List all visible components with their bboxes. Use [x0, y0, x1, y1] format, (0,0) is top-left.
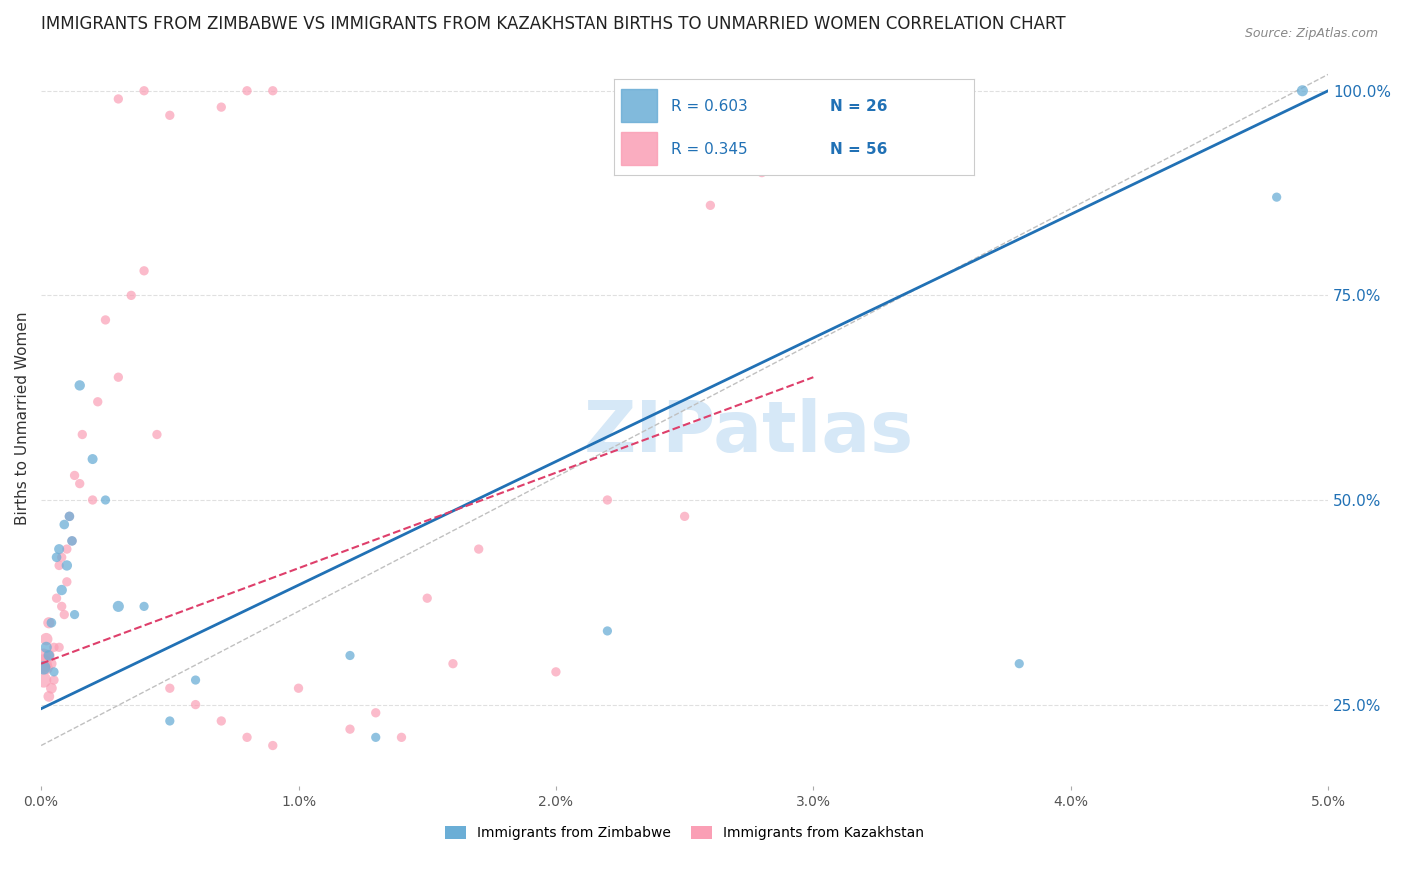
Point [120, 288, 142, 302]
Point [53, 517, 76, 532]
Point [416, 591, 439, 606]
Point [58, 509, 80, 524]
Point [53, 607, 76, 622]
Point [159, 714, 181, 728]
Point [159, 681, 181, 696]
Point [45, 591, 67, 606]
Point [339, 648, 361, 663]
Point [41, 657, 63, 671]
Point [60, 533, 83, 548]
Point [209, 100, 232, 114]
Point [35, 661, 58, 675]
Point [45, 550, 67, 565]
Point [132, 84, 155, 98]
Point [38, 648, 60, 663]
Point [38, 615, 60, 630]
Point [236, 731, 259, 745]
Text: ZIPatlas: ZIPatlas [583, 399, 914, 467]
Point [41, 615, 63, 630]
Point [42, 665, 65, 679]
Point [467, 542, 489, 557]
Point [699, 198, 721, 212]
Text: IMMIGRANTS FROM ZIMBABWE VS IMMIGRANTS FROM KAZAKHSTAN BIRTHS TO UNMARRIED WOMEN: IMMIGRANTS FROM ZIMBABWE VS IMMIGRANTS F… [41, 15, 1066, 33]
Point [60, 533, 83, 548]
Point [391, 731, 413, 745]
Point [32, 673, 55, 687]
Point [72, 427, 94, 442]
Point [42, 673, 65, 687]
Point [63, 468, 86, 483]
Point [1291, 84, 1313, 98]
Point [51, 550, 73, 565]
Legend: Immigrants from Zimbabwe, Immigrants from Kazakhstan: Immigrants from Zimbabwe, Immigrants fro… [439, 821, 929, 846]
Point [87, 394, 110, 409]
Point [107, 370, 129, 384]
Point [544, 665, 567, 679]
Point [236, 84, 259, 98]
Point [94, 313, 117, 327]
Point [32, 648, 55, 663]
Point [56, 558, 79, 573]
Point [107, 599, 129, 614]
Point [35, 632, 58, 647]
Point [107, 92, 129, 106]
Point [596, 624, 619, 638]
Point [31, 657, 53, 671]
Text: Source: ZipAtlas.com: Source: ZipAtlas.com [1244, 27, 1378, 40]
Point [82, 452, 104, 467]
Point [63, 607, 86, 622]
Point [38, 690, 60, 704]
Point [42, 640, 65, 655]
Point [184, 673, 207, 687]
Point [184, 698, 207, 712]
Point [132, 599, 155, 614]
Point [56, 542, 79, 557]
Point [94, 493, 117, 508]
Point [159, 108, 181, 122]
Point [35, 640, 58, 655]
Point [287, 681, 309, 696]
Point [56, 574, 79, 589]
Point [364, 706, 387, 720]
Point [776, 108, 799, 122]
Point [51, 599, 73, 614]
Point [48, 640, 70, 655]
Point [596, 493, 619, 508]
Point [751, 166, 773, 180]
Point [262, 84, 284, 98]
Point [364, 731, 387, 745]
Point [441, 657, 464, 671]
Point [69, 476, 91, 491]
Point [58, 509, 80, 524]
Point [41, 681, 63, 696]
Point [262, 739, 284, 753]
Point [1008, 657, 1031, 671]
Point [69, 378, 91, 392]
Point [1265, 190, 1288, 204]
Point [48, 558, 70, 573]
Point [339, 722, 361, 736]
Point [209, 714, 232, 728]
Point [51, 582, 73, 597]
Point [673, 509, 696, 524]
Point [146, 427, 169, 442]
Point [38, 648, 60, 663]
Point [132, 264, 155, 278]
Point [82, 493, 104, 508]
Point [32, 661, 55, 675]
Y-axis label: Births to Unmarried Women: Births to Unmarried Women [15, 311, 30, 524]
Point [48, 542, 70, 557]
